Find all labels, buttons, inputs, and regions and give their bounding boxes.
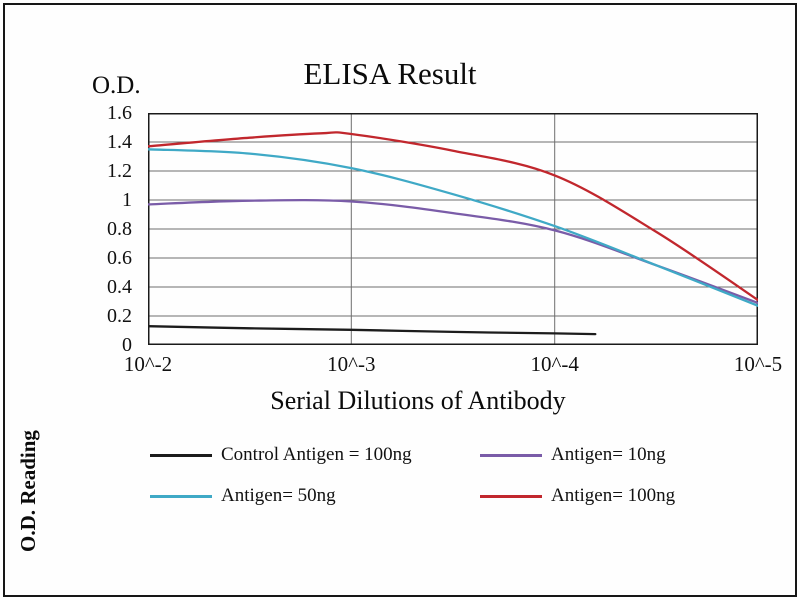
legend-line-sample xyxy=(480,494,542,498)
legend-label: Antigen= 10ng xyxy=(551,444,666,465)
y-ticks: 0 0.2 0.4 0.6 0.8 1 1.2 1.4 1.6 xyxy=(60,102,140,356)
y-tick-label: 1.4 xyxy=(107,131,132,153)
x-ticks: 10^-2 10^-3 10^-4 10^-5 xyxy=(124,352,782,380)
legend-item: Antigen= 50ng xyxy=(150,484,480,508)
series-line xyxy=(148,148,758,307)
x-tick-label: 10^-5 xyxy=(733,352,783,376)
y-axis-title: O.D. Reading xyxy=(16,430,40,552)
x-tick-label: 10^-2 xyxy=(123,352,173,376)
legend-line-sample xyxy=(480,453,542,457)
legend-label: Control Antigen = 100ng xyxy=(221,444,412,465)
legend: Control Antigen = 100ng Antigen= 10ng Anti… xyxy=(150,443,750,508)
legend-line-sample xyxy=(150,494,212,498)
y-tick-label: 1 xyxy=(122,189,132,211)
chart-title: ELISA Result xyxy=(303,56,477,91)
y-tick-label: 0.2 xyxy=(107,305,132,327)
y-axis-unit-label: O.D. xyxy=(92,72,141,99)
x-axis-title: Serial Dilutions of Antibody xyxy=(270,386,566,415)
legend-item: Control Antigen = 100ng xyxy=(150,443,480,467)
legend-label: Antigen= 100ng xyxy=(551,485,676,506)
y-tick-label: 1.6 xyxy=(107,102,132,124)
legend-line-sample xyxy=(150,453,212,457)
series-line xyxy=(148,131,758,302)
y-tick-label: 0.4 xyxy=(107,276,132,298)
y-tick-label: 0.6 xyxy=(107,247,132,269)
series-line xyxy=(148,198,758,305)
legend-item: Antigen= 100ng xyxy=(480,484,750,508)
series-line xyxy=(148,325,597,336)
plot-svg xyxy=(148,113,758,345)
x-tick-label: 10^-4 xyxy=(530,352,579,376)
legend-label: Antigen= 50ng xyxy=(221,485,336,506)
y-tick-label: 0 xyxy=(122,334,132,356)
legend-item: Antigen= 10ng xyxy=(480,443,750,467)
y-tick-label: 0.8 xyxy=(107,218,132,240)
y-tick-label: 1.2 xyxy=(107,160,132,182)
x-tick-label: 10^-3 xyxy=(327,352,376,376)
